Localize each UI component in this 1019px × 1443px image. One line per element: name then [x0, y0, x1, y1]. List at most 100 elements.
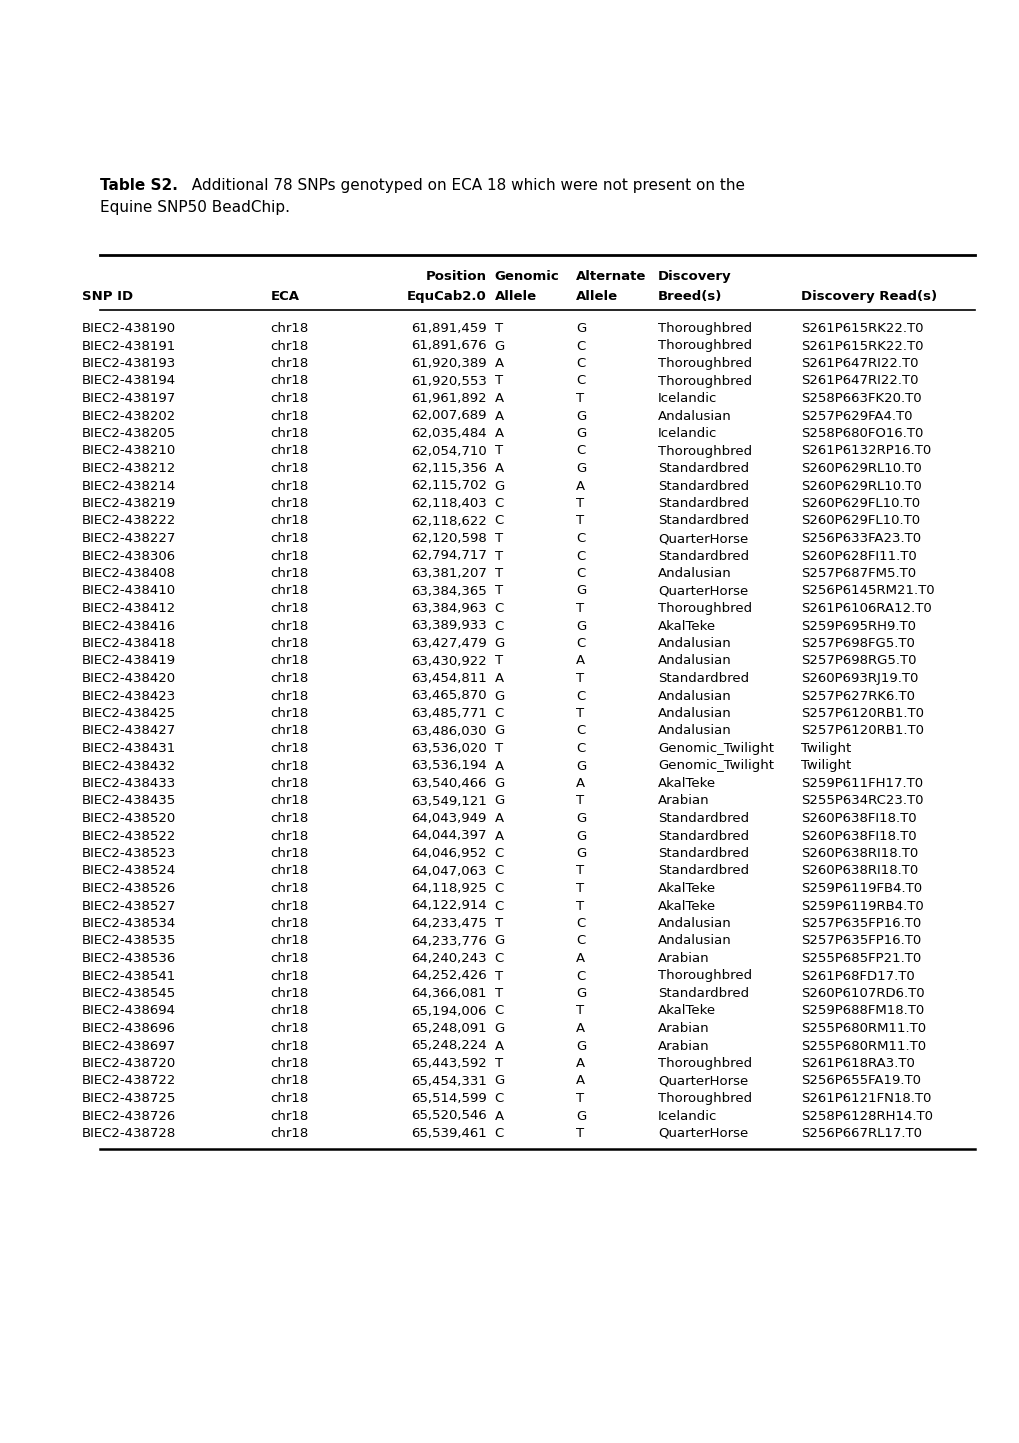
Text: Equine SNP50 BeadChip.: Equine SNP50 BeadChip. [100, 201, 289, 215]
Text: Andalusian: Andalusian [657, 916, 731, 929]
Text: G: G [576, 584, 586, 597]
Text: AkalTeke: AkalTeke [657, 1004, 715, 1017]
Text: Standardbred: Standardbred [657, 479, 748, 492]
Text: S261P647RI22.T0: S261P647RI22.T0 [800, 375, 917, 388]
Text: EquCab2.0: EquCab2.0 [407, 290, 486, 303]
Text: chr18: chr18 [270, 1039, 308, 1052]
Text: BIEC2-438214: BIEC2-438214 [82, 479, 175, 492]
Text: Icelandic: Icelandic [657, 392, 716, 405]
Text: S261P6132RP16.T0: S261P6132RP16.T0 [800, 444, 930, 457]
Text: chr18: chr18 [270, 672, 308, 685]
Text: Alternate: Alternate [576, 270, 646, 283]
Text: chr18: chr18 [270, 952, 308, 965]
Text: S257P629FA4.T0: S257P629FA4.T0 [800, 410, 911, 423]
Text: Allele: Allele [494, 290, 536, 303]
Text: chr18: chr18 [270, 882, 308, 895]
Text: T: T [576, 795, 584, 808]
Text: BIEC2-438433: BIEC2-438433 [82, 776, 175, 789]
Text: 62,118,622: 62,118,622 [411, 515, 486, 528]
Text: chr18: chr18 [270, 935, 308, 948]
Text: BIEC2-438205: BIEC2-438205 [82, 427, 175, 440]
Text: A: A [494, 462, 503, 475]
Text: 63,536,020: 63,536,020 [411, 742, 486, 755]
Text: BIEC2-438534: BIEC2-438534 [82, 916, 175, 929]
Text: chr18: chr18 [270, 1058, 308, 1071]
Text: Standardbred: Standardbred [657, 812, 748, 825]
Text: G: G [576, 1039, 586, 1052]
Text: S259P695RH9.T0: S259P695RH9.T0 [800, 619, 915, 632]
Text: BIEC2-438522: BIEC2-438522 [82, 830, 176, 843]
Text: A: A [494, 392, 503, 405]
Text: Genomic_Twilight: Genomic_Twilight [657, 742, 773, 755]
Text: G: G [576, 812, 586, 825]
Text: A: A [576, 952, 585, 965]
Text: S258P6128RH14.T0: S258P6128RH14.T0 [800, 1110, 931, 1123]
Text: BIEC2-438419: BIEC2-438419 [82, 655, 175, 668]
Text: 63,430,922: 63,430,922 [411, 655, 486, 668]
Text: G: G [494, 690, 504, 703]
Text: A: A [576, 776, 585, 789]
Text: C: C [576, 444, 585, 457]
Text: S260P638RI18.T0: S260P638RI18.T0 [800, 847, 917, 860]
Text: BIEC2-438219: BIEC2-438219 [82, 496, 175, 509]
Text: G: G [576, 619, 586, 632]
Text: Thoroughbred: Thoroughbred [657, 970, 751, 983]
Text: chr18: chr18 [270, 1004, 308, 1017]
Text: chr18: chr18 [270, 987, 308, 1000]
Text: 63,549,121: 63,549,121 [411, 795, 486, 808]
Text: T: T [576, 707, 584, 720]
Text: BIEC2-438410: BIEC2-438410 [82, 584, 175, 597]
Text: C: C [494, 1127, 503, 1140]
Text: G: G [494, 1022, 504, 1035]
Text: S257P698FG5.T0: S257P698FG5.T0 [800, 636, 914, 649]
Text: BIEC2-438427: BIEC2-438427 [82, 724, 175, 737]
Text: C: C [494, 864, 503, 877]
Text: 62,054,710: 62,054,710 [411, 444, 486, 457]
Text: S260P629RL10.T0: S260P629RL10.T0 [800, 462, 920, 475]
Text: chr18: chr18 [270, 776, 308, 789]
Text: BIEC2-438720: BIEC2-438720 [82, 1058, 175, 1071]
Text: T: T [494, 1058, 502, 1071]
Text: S261P68FD17.T0: S261P68FD17.T0 [800, 970, 914, 983]
Text: C: C [494, 496, 503, 509]
Text: chr18: chr18 [270, 550, 308, 563]
Text: chr18: chr18 [270, 916, 308, 929]
Text: C: C [576, 375, 585, 388]
Text: G: G [576, 759, 586, 772]
Text: BIEC2-438412: BIEC2-438412 [82, 602, 175, 615]
Text: chr18: chr18 [270, 970, 308, 983]
Text: chr18: chr18 [270, 496, 308, 509]
Text: 62,118,403: 62,118,403 [411, 496, 486, 509]
Text: S259P6119RB4.T0: S259P6119RB4.T0 [800, 899, 922, 912]
Text: 65,443,592: 65,443,592 [411, 1058, 486, 1071]
Text: S257P635FP16.T0: S257P635FP16.T0 [800, 935, 920, 948]
Text: Standardbred: Standardbred [657, 496, 748, 509]
Text: Standardbred: Standardbred [657, 864, 748, 877]
Text: Andalusian: Andalusian [657, 410, 731, 423]
Text: 63,540,466: 63,540,466 [411, 776, 486, 789]
Text: BIEC2-438212: BIEC2-438212 [82, 462, 176, 475]
Text: S259P611FH17.T0: S259P611FH17.T0 [800, 776, 922, 789]
Text: S261P615RK22.T0: S261P615RK22.T0 [800, 339, 922, 352]
Text: C: C [576, 567, 585, 580]
Text: Thoroughbred: Thoroughbred [657, 356, 751, 369]
Text: AkalTeke: AkalTeke [657, 619, 715, 632]
Text: BIEC2-438227: BIEC2-438227 [82, 532, 176, 545]
Text: C: C [494, 899, 503, 912]
Text: chr18: chr18 [270, 759, 308, 772]
Text: BIEC2-438694: BIEC2-438694 [82, 1004, 175, 1017]
Text: 62,115,702: 62,115,702 [411, 479, 486, 492]
Text: G: G [576, 847, 586, 860]
Text: Twilight: Twilight [800, 759, 850, 772]
Text: Genomic_Twilight: Genomic_Twilight [657, 759, 773, 772]
Text: BIEC2-438725: BIEC2-438725 [82, 1092, 176, 1105]
Text: BIEC2-438194: BIEC2-438194 [82, 375, 175, 388]
Text: 61,920,389: 61,920,389 [411, 356, 486, 369]
Text: T: T [576, 1092, 584, 1105]
Text: 63,389,933: 63,389,933 [411, 619, 486, 632]
Text: 62,035,484: 62,035,484 [411, 427, 486, 440]
Text: ECA: ECA [270, 290, 299, 303]
Text: C: C [576, 636, 585, 649]
Text: T: T [576, 496, 584, 509]
Text: BIEC2-438523: BIEC2-438523 [82, 847, 176, 860]
